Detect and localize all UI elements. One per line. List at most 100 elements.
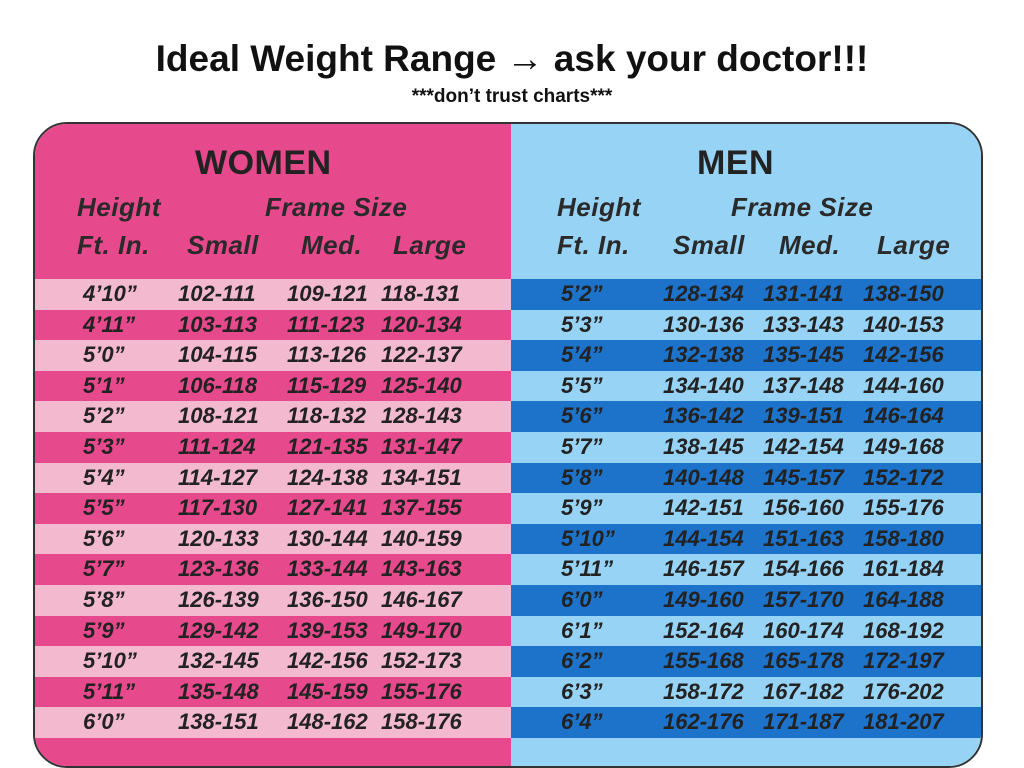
women-table-row: 5’1” 106-118 115-129 125-140 bbox=[35, 370, 511, 402]
men-med-cell: 139-151 bbox=[763, 403, 844, 429]
women-large-cell: 149-170 bbox=[381, 617, 462, 643]
women-med-cell: 115-129 bbox=[287, 372, 367, 398]
men-height-label: Height bbox=[557, 192, 641, 222]
women-small-cell: 120-133 bbox=[178, 525, 259, 551]
men-height-cell: 6’2” bbox=[561, 648, 603, 674]
men-med-cell: 131-141 bbox=[763, 281, 844, 306]
women-large-cell: 137-155 bbox=[381, 495, 462, 521]
men-large-cell: 155-176 bbox=[863, 495, 944, 521]
women-large-cell: 125-140 bbox=[381, 372, 462, 398]
men-large-cell: 172-197 bbox=[863, 648, 944, 674]
page-title: Ideal Weight Range → ask your doctor!!! bbox=[155, 38, 869, 79]
women-table-row: 4’11” 103-113 111-123 120-134 bbox=[35, 309, 511, 341]
men-table-row: 5’4” 132-138 135-145 142-156 bbox=[511, 340, 981, 371]
women-table-row: 5’4” 114-127 124-138 134-151 bbox=[35, 462, 511, 494]
men-height-cell: 6’3” bbox=[561, 678, 603, 704]
women-small-cell: 135-148 bbox=[178, 678, 259, 704]
men-med-cell: 135-145 bbox=[763, 342, 844, 368]
men-table-row: 6’0” 149-160 157-170 164-188 bbox=[511, 584, 981, 616]
women-large-cell: 128-143 bbox=[381, 403, 462, 429]
men-small-cell: 140-148 bbox=[663, 464, 744, 490]
men-med-cell: 157-170 bbox=[763, 586, 844, 612]
women-frame-size-label: Frame Size bbox=[265, 192, 408, 222]
women-height-cell: 5’1” bbox=[83, 372, 125, 398]
men-med-cell: 156-160 bbox=[763, 495, 844, 521]
men-table-row: 5’7” 138-145 142-154 149-168 bbox=[511, 431, 981, 463]
men-height-cell: 6’1” bbox=[561, 617, 603, 643]
women-med-cell: 109-121 bbox=[287, 281, 368, 306]
men-height-cell: 5’9” bbox=[561, 495, 603, 521]
men-small-cell: 128-134 bbox=[663, 281, 744, 306]
men-med-cell: 167-182 bbox=[763, 678, 844, 704]
men-height-cell: 5’5” bbox=[561, 372, 603, 398]
women-small-cell: 114-127 bbox=[178, 464, 258, 490]
weight-chart-card: WOMEN Height Frame Size Ft. In. Small Me… bbox=[33, 122, 983, 768]
men-small-cell: 134-140 bbox=[663, 372, 744, 398]
men-small-cell: 144-154 bbox=[663, 525, 744, 551]
women-small-cell: 138-151 bbox=[178, 709, 259, 735]
men-small-cell: 136-142 bbox=[663, 403, 744, 429]
women-height-cell: 5’8” bbox=[83, 586, 125, 612]
women-large-cell: 120-134 bbox=[381, 311, 462, 337]
men-table-row: 5’8” 140-148 145-157 152-172 bbox=[511, 462, 981, 494]
women-heading: WOMEN bbox=[195, 144, 332, 182]
men-med-cell: 171-187 bbox=[763, 709, 844, 735]
men-height-cell: 5’10” bbox=[561, 525, 615, 551]
men-med-cell: 160-174 bbox=[763, 617, 844, 643]
men-height-cell: 5’6” bbox=[561, 403, 603, 429]
men-large-cell: 146-164 bbox=[863, 403, 944, 429]
men-small-cell: 155-168 bbox=[663, 648, 744, 674]
women-height-label: Height bbox=[77, 192, 161, 222]
men-large-cell: 149-168 bbox=[863, 433, 944, 459]
women-med-label: Med. bbox=[301, 230, 363, 260]
men-table-row: 5’5” 134-140 137-148 144-160 bbox=[511, 370, 981, 402]
men-small-cell: 152-164 bbox=[663, 617, 744, 643]
women-table-row: 5’11” 135-148 145-159 155-176 bbox=[35, 676, 511, 708]
women-height-cell: 5’0” bbox=[83, 342, 125, 368]
men-small-cell: 146-157 bbox=[663, 556, 744, 582]
men-large-cell: 181-207 bbox=[863, 709, 944, 735]
men-table-row: 6’3” 158-172 167-182 176-202 bbox=[511, 676, 981, 708]
women-height-cell: 5’9” bbox=[83, 617, 125, 643]
women-large-cell: 140-159 bbox=[381, 525, 462, 551]
men-med-cell: 165-178 bbox=[763, 648, 844, 674]
men-med-label: Med. bbox=[779, 230, 841, 260]
women-med-cell: 139-153 bbox=[287, 617, 368, 643]
women-med-cell: 136-150 bbox=[287, 586, 368, 612]
men-panel: MEN Height Frame Size Ft. In. Small Med.… bbox=[511, 124, 981, 766]
women-small-cell: 103-113 bbox=[178, 311, 258, 337]
women-height-cell: 6’0” bbox=[83, 709, 125, 735]
men-table-row: 5’6” 136-142 139-151 146-164 bbox=[511, 401, 981, 432]
women-table-row: 5’9” 129-142 139-153 149-170 bbox=[35, 615, 511, 647]
women-med-cell: 124-138 bbox=[287, 464, 368, 490]
women-large-cell: 152-173 bbox=[381, 648, 462, 674]
men-table-row: 5’10” 144-154 151-163 158-180 bbox=[511, 523, 981, 555]
women-med-cell: 113-126 bbox=[287, 342, 367, 368]
men-table-row: 5’3” 130-136 133-143 140-153 bbox=[511, 309, 981, 341]
men-small-label: Small bbox=[673, 230, 745, 260]
women-ftin-label: Ft. In. bbox=[77, 230, 150, 260]
men-rows: 5’2” 128-134 131-141 138-150 5’3” 130-136 133-… bbox=[511, 279, 981, 738]
women-height-cell: 5’6” bbox=[83, 525, 125, 551]
women-small-cell: 111-124 bbox=[178, 433, 256, 459]
women-small-label: Small bbox=[187, 230, 259, 260]
men-height-cell: 5’7” bbox=[561, 433, 603, 459]
women-table-row: 5’6” 120-133 130-144 140-159 bbox=[35, 523, 511, 555]
men-height-cell: 6’4” bbox=[561, 709, 603, 735]
women-table-row: 5’2” 108-121 118-132 128-143 bbox=[35, 401, 511, 432]
women-height-cell: 5’11” bbox=[83, 678, 136, 704]
women-large-cell: 134-151 bbox=[381, 464, 462, 490]
women-small-cell: 102-111 bbox=[178, 281, 256, 306]
men-large-cell: 176-202 bbox=[863, 678, 944, 704]
men-large-cell: 158-180 bbox=[863, 525, 944, 551]
women-small-cell: 123-136 bbox=[178, 556, 259, 582]
women-large-cell: 131-147 bbox=[381, 433, 462, 459]
men-small-cell: 158-172 bbox=[663, 678, 744, 704]
page-subtitle: ***don’t trust charts*** bbox=[411, 86, 613, 107]
men-small-cell: 130-136 bbox=[663, 311, 744, 337]
women-rows: 4’10” 102-111 109-121 118-131 4’11” 103-113 11… bbox=[35, 279, 511, 738]
women-height-cell: 5’7” bbox=[83, 556, 125, 582]
women-med-cell: 133-144 bbox=[287, 556, 368, 582]
men-med-cell: 133-143 bbox=[763, 311, 844, 337]
men-height-cell: 5’8” bbox=[561, 464, 603, 490]
